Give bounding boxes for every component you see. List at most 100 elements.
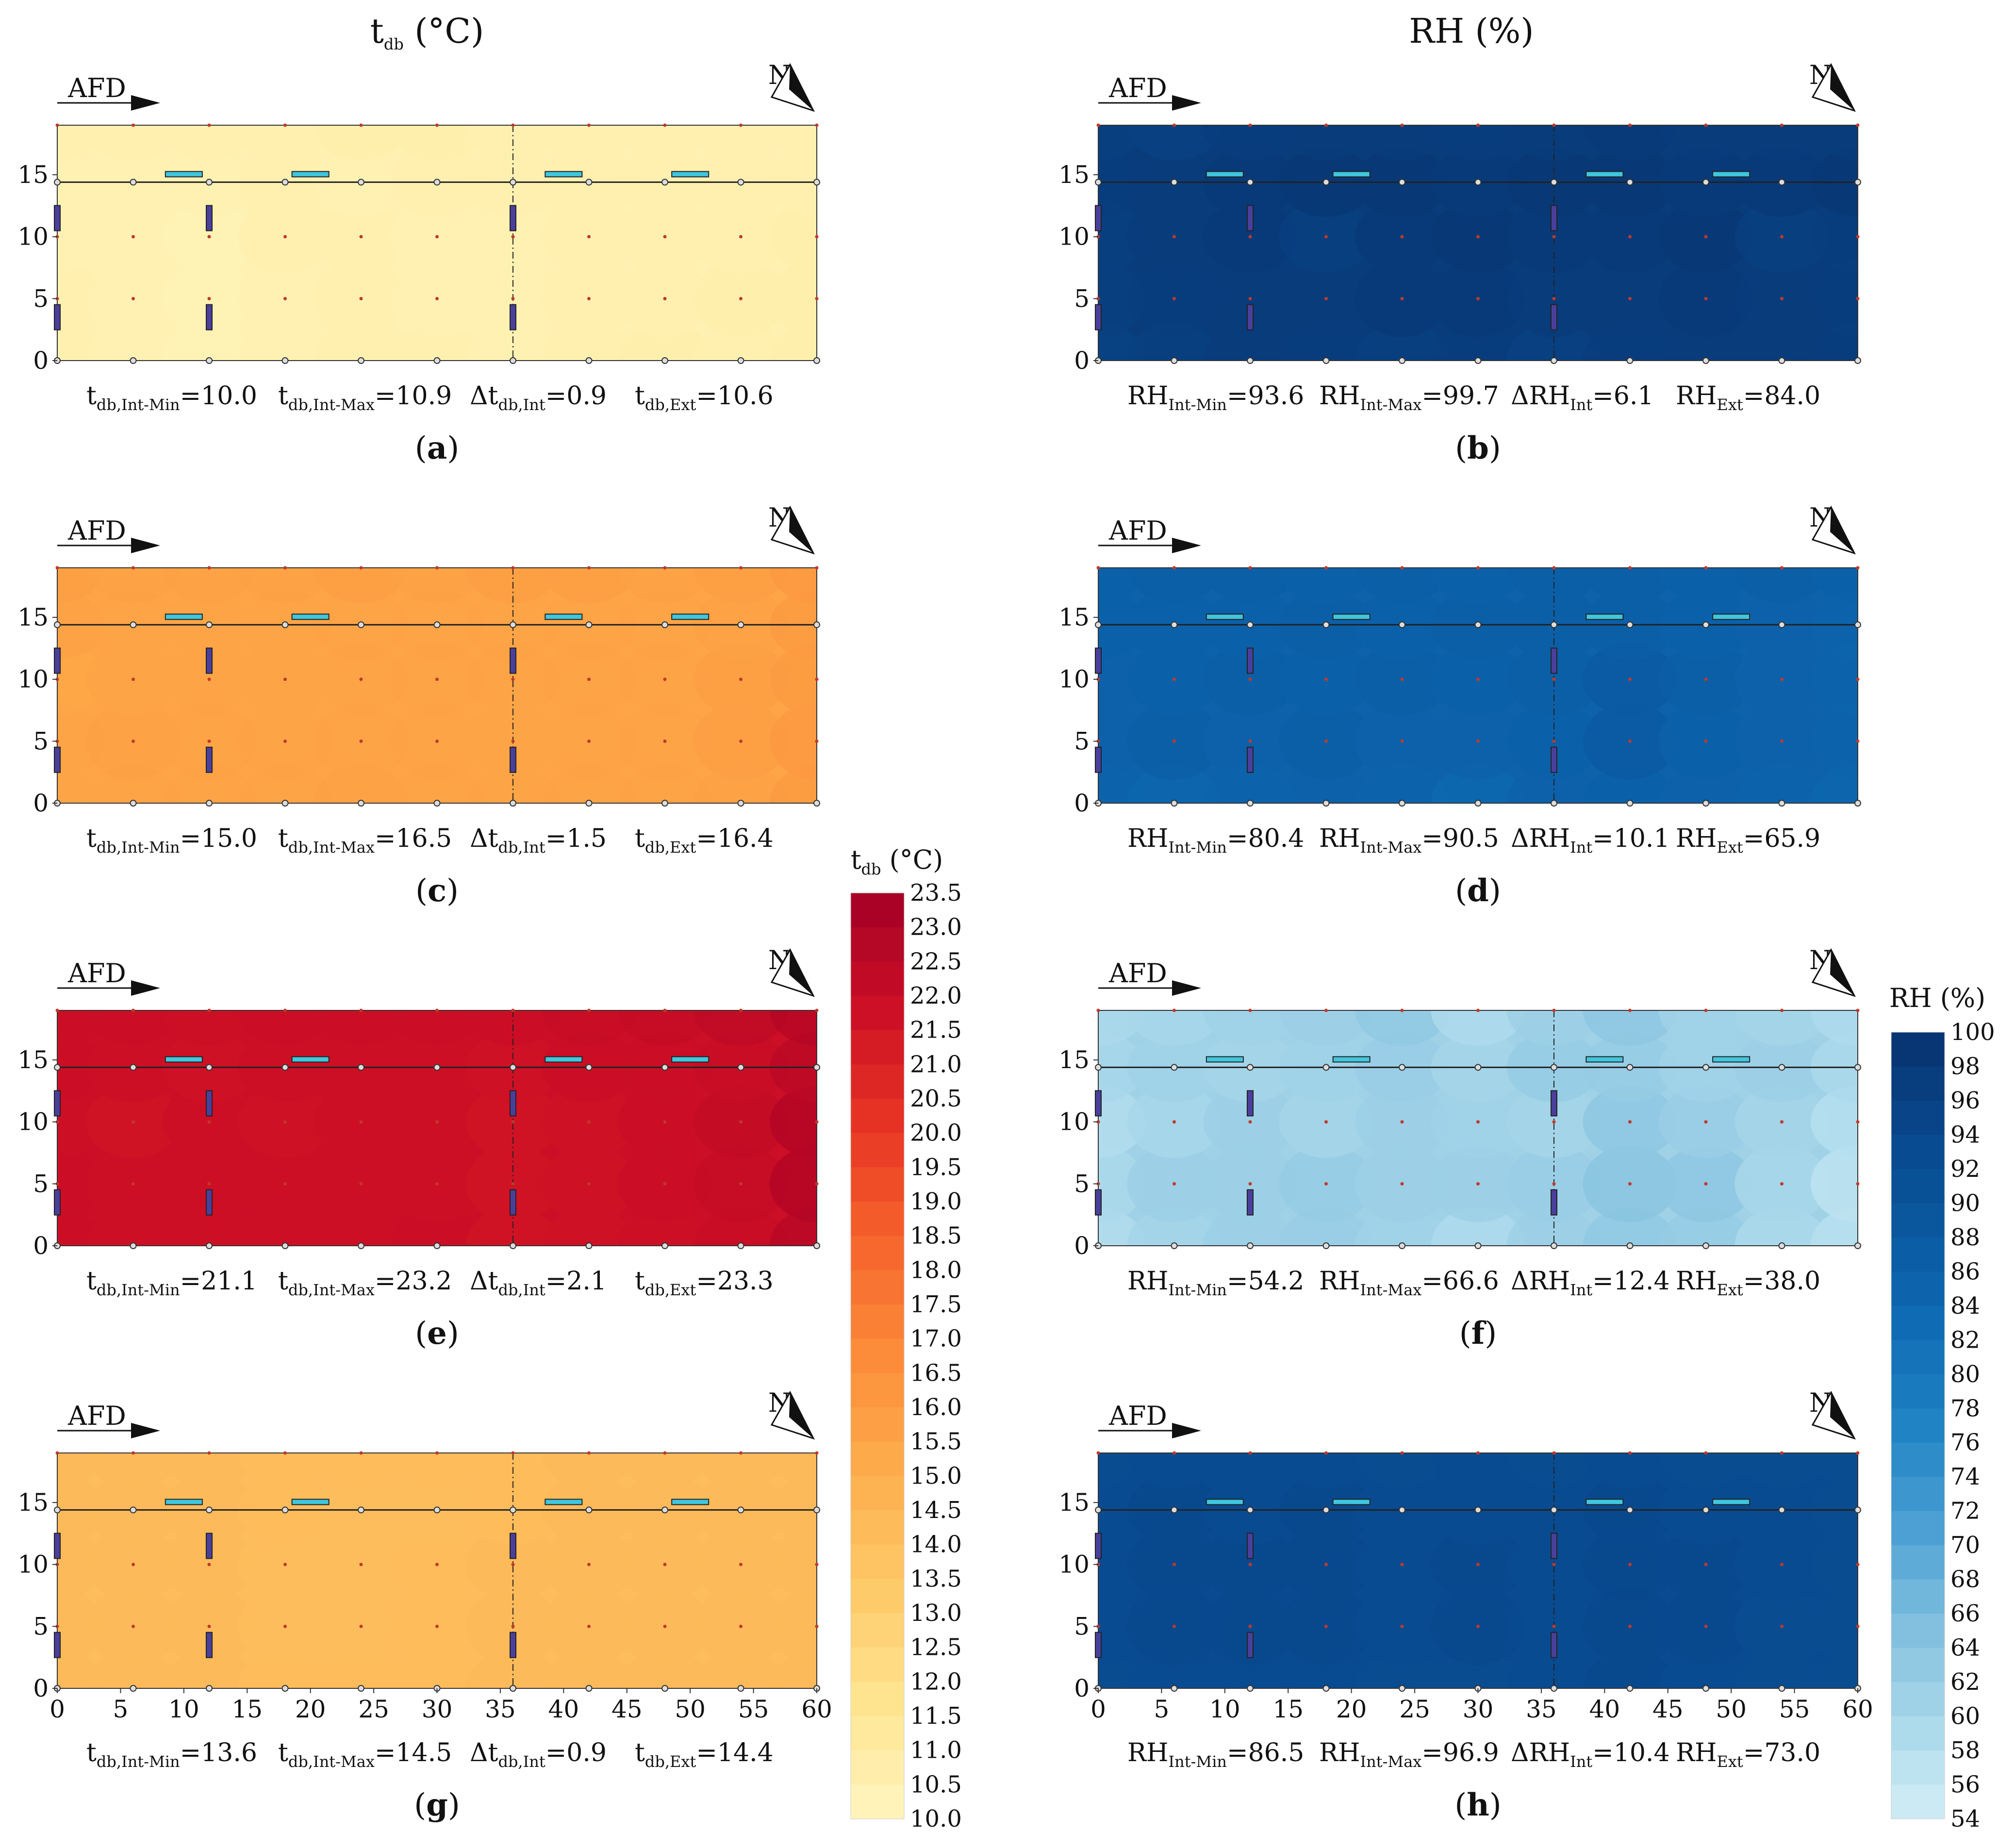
y-tick-label: 5 — [1074, 284, 1090, 313]
afd-arrow-icon — [1172, 538, 1201, 553]
colorbar-tick: 94 — [1950, 1121, 1980, 1148]
sensor-point — [813, 357, 820, 364]
grid-point — [1173, 1563, 1176, 1567]
sensor-point — [206, 357, 213, 364]
sensor-point — [281, 800, 289, 807]
window-marker — [545, 1056, 583, 1063]
heatmap-cell — [1810, 568, 1858, 603]
heatmap-cell — [1279, 568, 1373, 603]
grid-point — [815, 297, 819, 300]
measurement-points — [54, 1008, 820, 1249]
sensor-point — [358, 1685, 364, 1692]
sensor-point — [585, 357, 593, 364]
stat-2: ΔRHInt=10.4 — [1511, 1738, 1670, 1771]
colorbar-segment — [1891, 1716, 1945, 1751]
colorbar-tick: 22.0 — [910, 982, 962, 1009]
grid-point — [511, 235, 515, 239]
stat-3: RHExt=65.9 — [1676, 824, 1820, 857]
grid-point — [1173, 1624, 1176, 1628]
colorbar-segment — [1891, 1100, 1945, 1136]
panel-label: (c) — [415, 873, 459, 909]
sensor-point — [737, 1506, 744, 1514]
sensor-point — [54, 179, 61, 186]
sensor-point — [1474, 800, 1482, 807]
grid-point — [1628, 739, 1632, 743]
window-marker — [1206, 1056, 1244, 1063]
grid-point — [587, 123, 591, 127]
grid-point — [1173, 1008, 1176, 1012]
sensor-point — [130, 1685, 137, 1692]
grid-point — [1628, 1182, 1632, 1186]
grid-point — [1856, 739, 1860, 743]
x-tick-label: 60 — [1842, 1695, 1873, 1723]
fan-marker — [1095, 205, 1102, 231]
sensor-point — [813, 179, 820, 186]
heatmap-cell — [238, 1453, 332, 1488]
grid-point — [815, 677, 819, 681]
colorbar-tick: 74 — [1950, 1463, 1980, 1490]
sensor-point — [206, 800, 213, 807]
sensor-point — [433, 621, 441, 628]
heatmap-cell — [1583, 1453, 1677, 1488]
fan-marker — [206, 1632, 213, 1658]
sensor-point — [1247, 800, 1254, 807]
panel-label: (g) — [414, 1787, 460, 1823]
fan-marker — [1551, 304, 1557, 330]
colorbar-tick: 17.5 — [910, 1291, 962, 1318]
colorbar-tick: 16.0 — [910, 1394, 962, 1421]
heatmap-cell — [617, 1453, 712, 1488]
grid-point — [1856, 566, 1860, 570]
grid-point — [663, 1451, 667, 1455]
grid-point — [55, 566, 59, 570]
sensor-point — [737, 1064, 744, 1071]
grid-point — [55, 1451, 59, 1455]
grid-point — [663, 123, 667, 127]
heatmap-cell — [1354, 1453, 1450, 1488]
fan-marker — [1247, 1533, 1254, 1559]
fan-marker — [1247, 647, 1254, 674]
grid-point — [587, 1120, 591, 1124]
grid-point — [739, 1120, 743, 1124]
grid-point — [1628, 297, 1632, 300]
heatmap-cell — [1810, 1010, 1858, 1046]
grid-point — [1248, 1182, 1252, 1186]
stat-0: RHInt-Min=54.2 — [1127, 1267, 1304, 1299]
sensor-point — [433, 357, 441, 364]
grid-point — [1704, 677, 1708, 681]
heatmap-cell — [769, 260, 817, 337]
grid-point — [1400, 677, 1404, 681]
stat-2: Δtdb,Int=1.5 — [470, 824, 607, 857]
fan-marker — [54, 1533, 61, 1559]
heatmap-cell — [238, 1010, 332, 1046]
colorbar-tick: 19.5 — [910, 1154, 962, 1181]
sensor-point — [510, 621, 516, 628]
colorbar-segment — [851, 1716, 904, 1751]
heatmap-cell — [1734, 125, 1829, 161]
sensor-point — [1551, 1685, 1557, 1692]
window-marker — [545, 1499, 583, 1505]
afd-label: AFD — [67, 515, 126, 546]
grid-point — [1628, 1563, 1632, 1567]
x-tick-label: 25 — [358, 1695, 389, 1723]
heatmap-cell — [769, 1010, 817, 1046]
colorbar-segment — [851, 1133, 904, 1168]
grid-point — [815, 235, 819, 239]
measurement-points — [1095, 1008, 1861, 1249]
grid-point — [1400, 566, 1404, 570]
sensor-point — [130, 621, 137, 628]
fan-marker — [206, 1090, 213, 1117]
heatmap-cell — [1279, 125, 1373, 161]
grid-point — [1780, 677, 1784, 681]
sensor-point — [510, 179, 516, 186]
heatmap-cell — [390, 568, 484, 603]
fan-marker — [1551, 1533, 1557, 1559]
sensor-point — [1171, 1064, 1178, 1071]
colorbar-segment — [851, 1064, 904, 1099]
grid-point — [1552, 677, 1556, 681]
sensor-point — [206, 179, 213, 186]
grid-point — [1324, 1182, 1328, 1186]
x-tick-label: 50 — [1716, 1695, 1747, 1723]
sensor-point — [1626, 1064, 1634, 1071]
heatmap-cell — [390, 1010, 484, 1046]
grid-point — [359, 297, 363, 300]
